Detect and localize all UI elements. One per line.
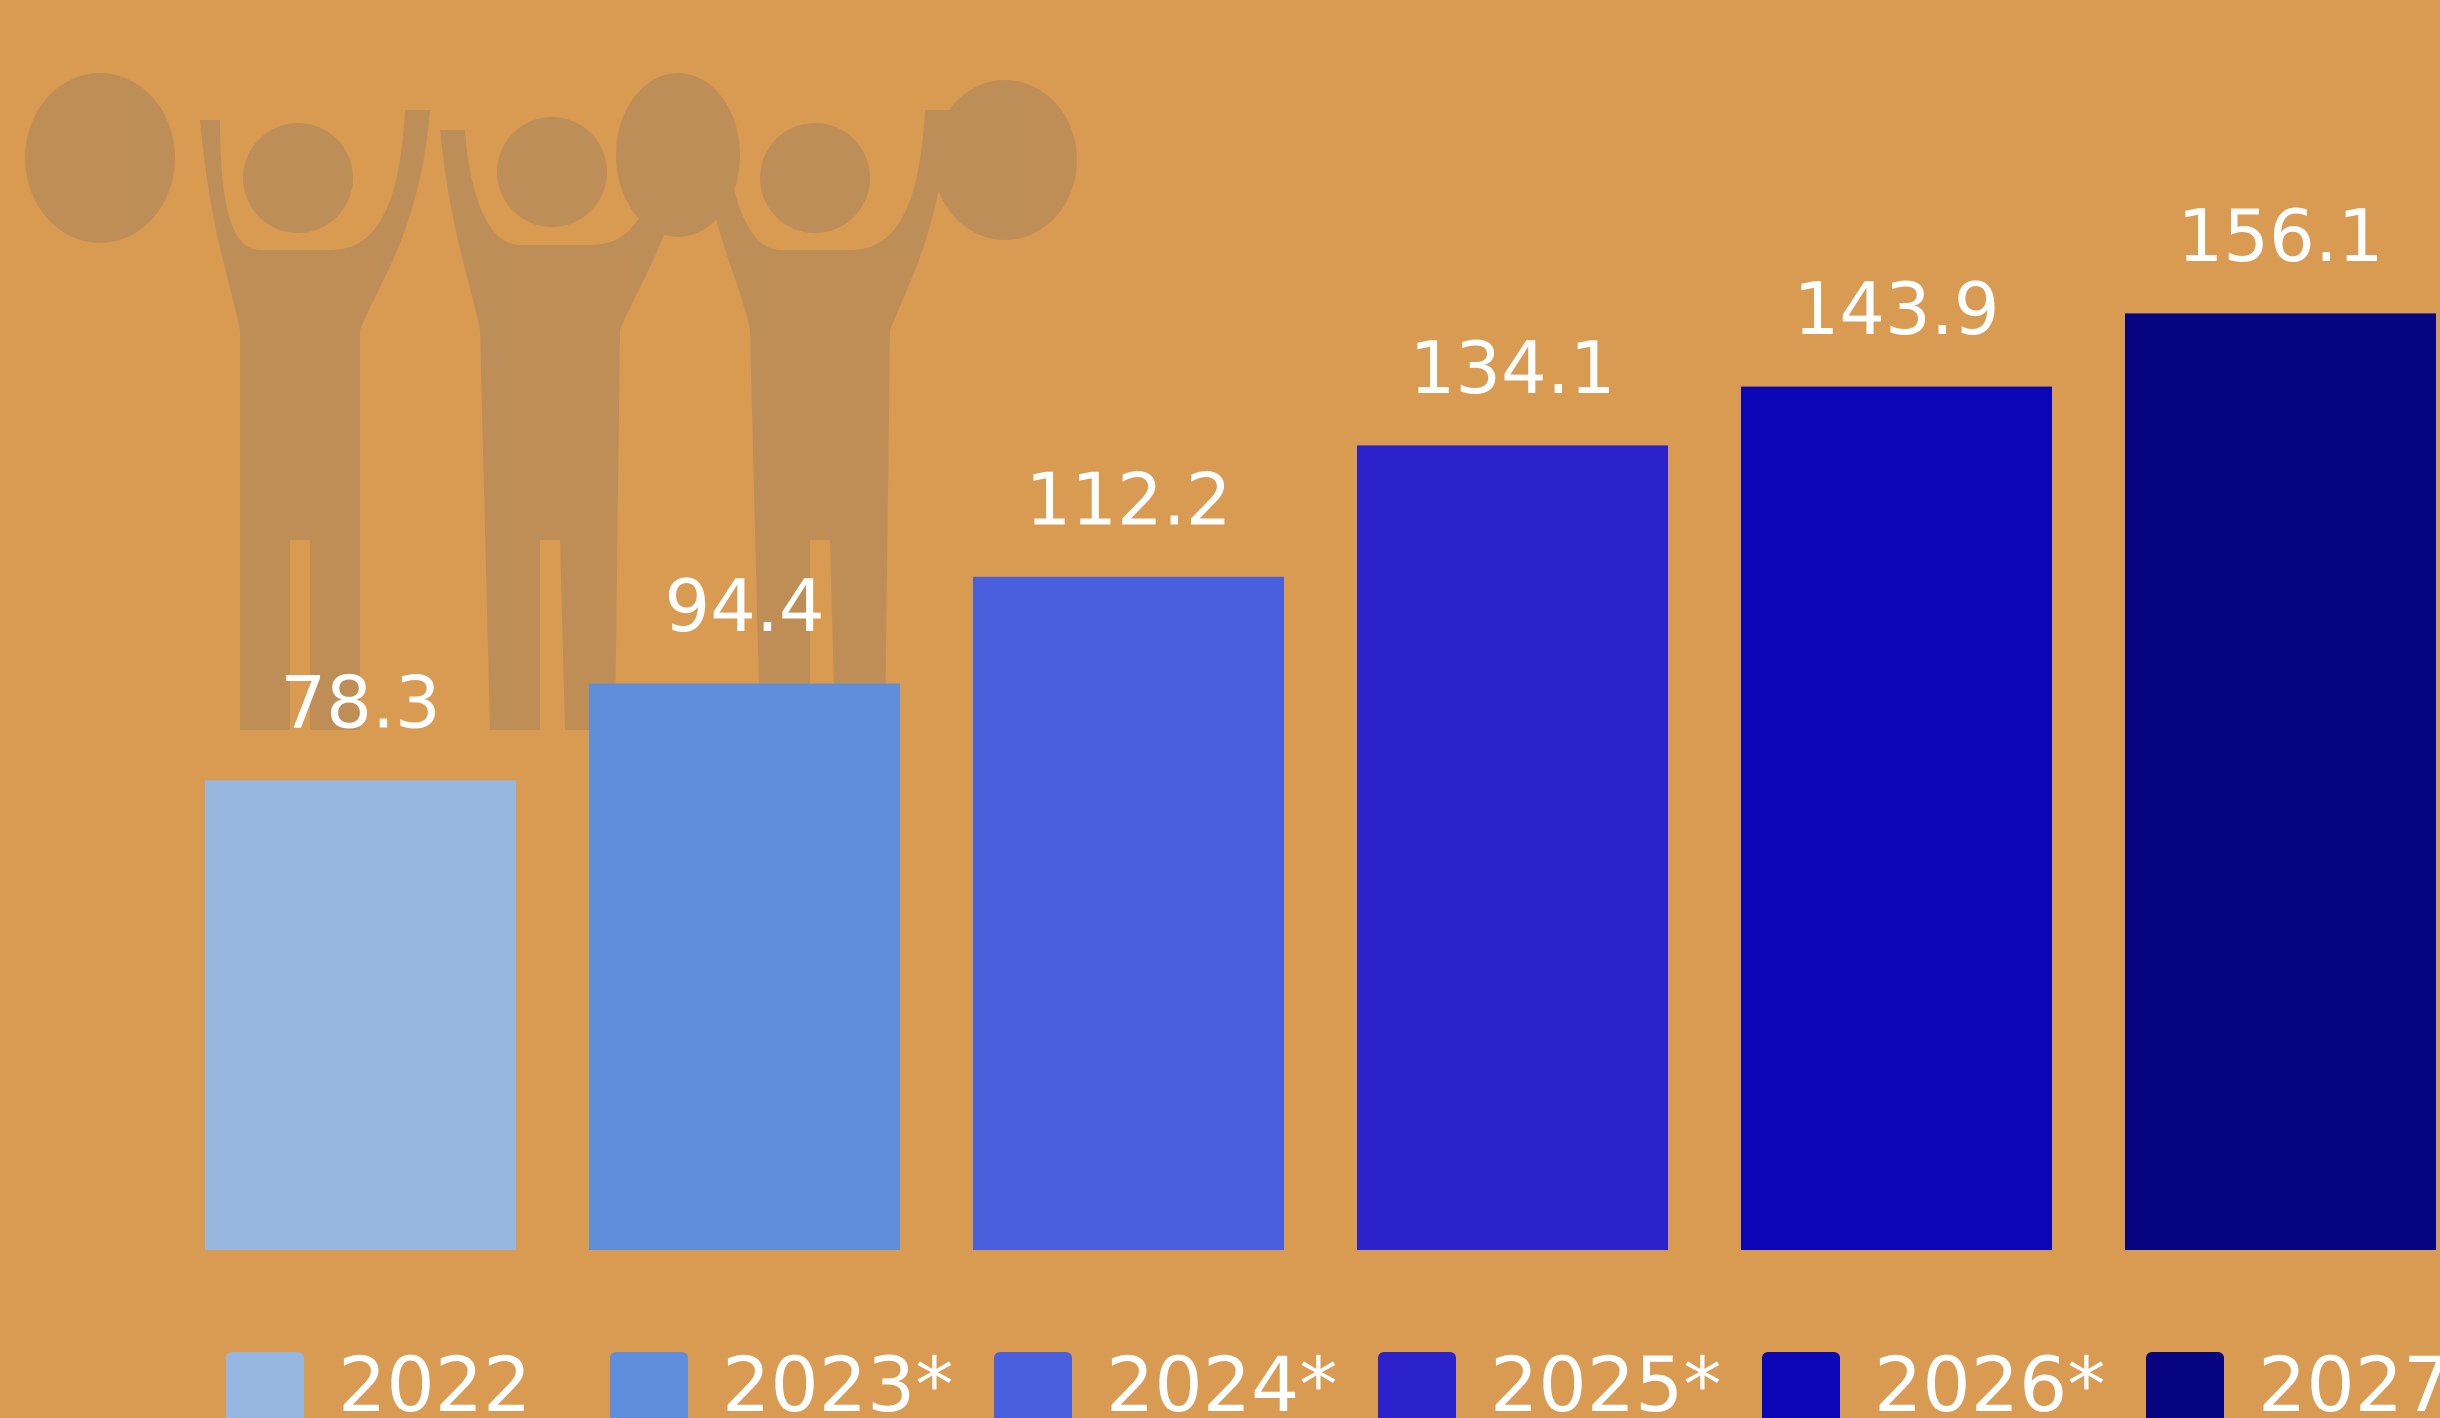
legend-swatch <box>2146 1352 2224 1418</box>
legend-label: 2024* <box>1106 1340 1337 1418</box>
value-label: 112.2 <box>1025 457 1231 541</box>
bar <box>2125 313 2436 1250</box>
value-label: 143.9 <box>1793 267 1999 351</box>
legend-swatch <box>610 1352 688 1418</box>
page: 78.3 2022 94.4 2023* 112.2 2024* 134.1 2025* 143… <box>0 0 2440 1418</box>
bar <box>205 780 516 1250</box>
bar <box>589 684 900 1250</box>
legend-label: 2025* <box>1490 1340 1721 1418</box>
bar <box>1357 445 1668 1250</box>
value-label: 134.1 <box>1409 326 1615 410</box>
value-label: 78.3 <box>280 661 440 745</box>
legend-label: 2026* <box>1874 1340 2105 1418</box>
bar <box>1741 387 2052 1250</box>
legend-swatch <box>226 1352 304 1418</box>
chart: 78.3 2022 94.4 2023* 112.2 2024* 134.1 2025* 143… <box>0 0 2440 1418</box>
legend-label: 2022 <box>338 1340 531 1418</box>
legend-swatch <box>994 1352 1072 1418</box>
value-label: 156.1 <box>2177 194 2383 278</box>
legend-label: 2023* <box>722 1340 953 1418</box>
legend-label: 2027* <box>2258 1340 2440 1418</box>
legend-swatch <box>1378 1352 1456 1418</box>
legend-swatch <box>1762 1352 1840 1418</box>
bar <box>973 577 1284 1250</box>
value-label: 94.4 <box>664 564 824 648</box>
